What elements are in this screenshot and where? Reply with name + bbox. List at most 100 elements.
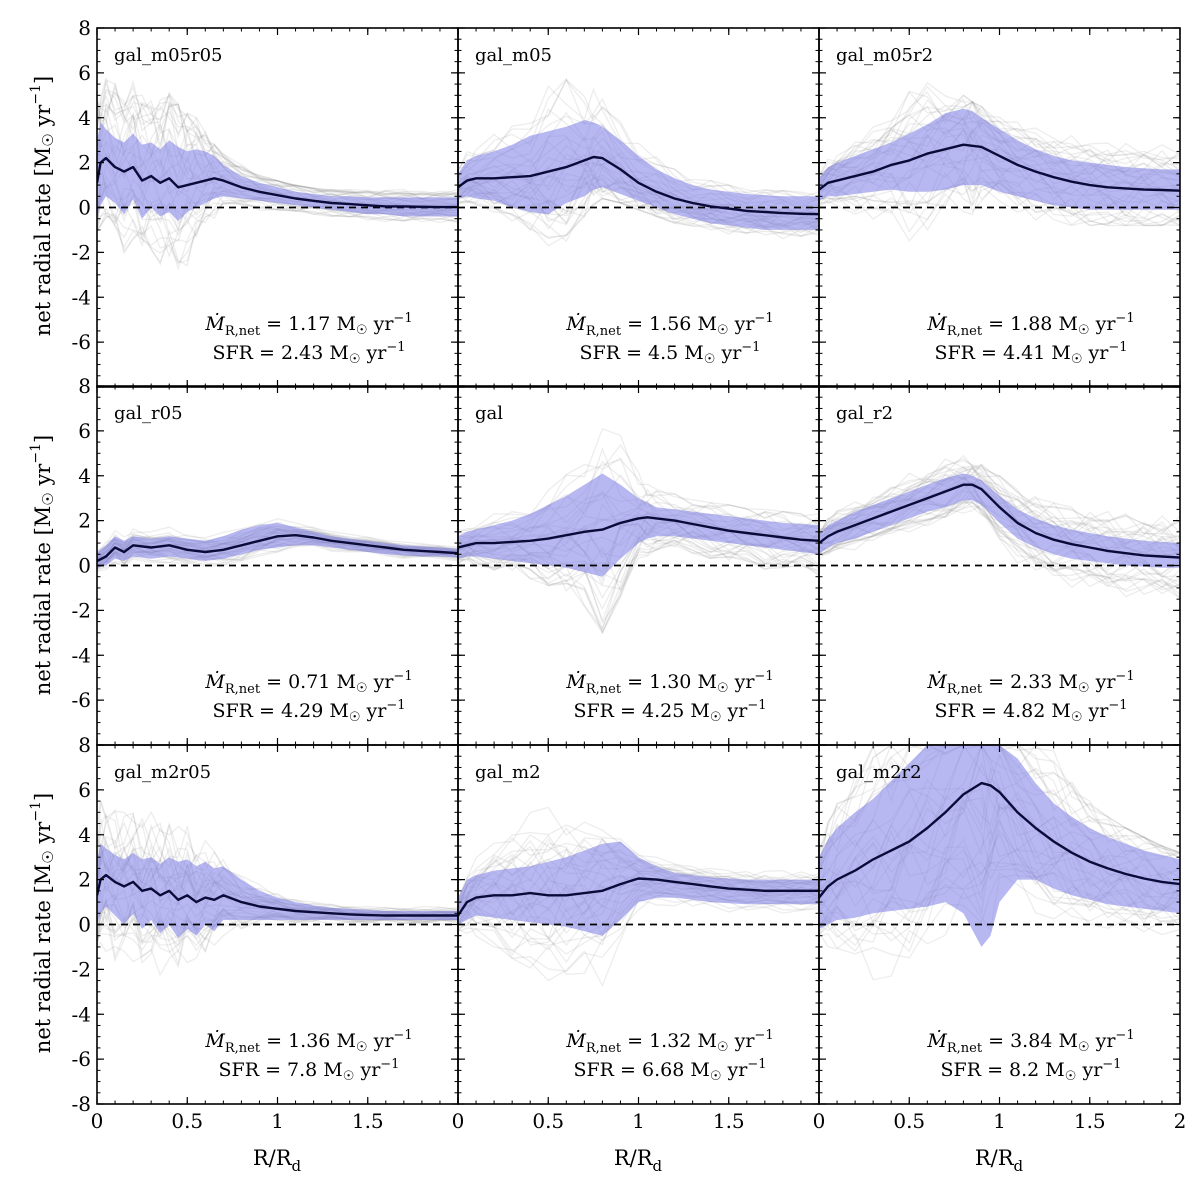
ylabel-row3: net radial rate [M☉ yr−1] (28, 793, 57, 1053)
unit-yr: yr (368, 671, 395, 693)
panel-title: gal (475, 403, 503, 424)
median-line (819, 781, 1180, 899)
scatter-band (97, 522, 458, 568)
mdot-symbol: Ṁ (926, 670, 947, 693)
snapshot-curve (819, 745, 1180, 855)
snapshot-curve (819, 81, 1180, 176)
y-tick-label: 8 (78, 374, 91, 398)
mdot-subscript: R,net (947, 324, 983, 339)
ylabel-close: ] (31, 76, 55, 84)
snapshot-curve (97, 544, 458, 572)
xlabel-sub: d (653, 1157, 663, 1175)
snapshot-curve (458, 824, 819, 902)
mdot-value: = 1.17 (260, 313, 336, 335)
mdot-annotation: ṀR,net = 2.33 M☉ yr−1 (926, 669, 1134, 697)
mdot-value: = 0.71 (260, 671, 336, 693)
mdot-subscript: R,net (225, 682, 261, 697)
y-tick-label: -6 (72, 1047, 91, 1071)
snapshot-curve (97, 800, 458, 911)
unit-sun: ☉ (710, 1069, 722, 1084)
unit-yr: yr (715, 342, 742, 364)
unit-sun: ☉ (717, 681, 729, 696)
snapshot-curve (819, 505, 1180, 595)
mdot-symbol: Ṁ (204, 1029, 225, 1052)
unit-yr: yr (721, 700, 748, 722)
x-tick-label: 0 (813, 1109, 826, 1133)
panel-plot-area (458, 427, 819, 635)
y-tick-label: -6 (72, 688, 91, 712)
mdot-symbol: Ṁ (926, 1029, 947, 1052)
unit-exp: −1 (1108, 340, 1127, 355)
y-tick-label: 4 (78, 106, 91, 130)
y-tick-label: 0 (78, 554, 91, 578)
unit-exp: −1 (393, 1028, 412, 1043)
svg-text:net radial rate [M☉ yr−1]: net radial rate [M☉ yr−1] (28, 76, 57, 336)
snapshot-curve (458, 78, 819, 197)
snapshot-curve (458, 539, 819, 630)
sfr-annotation: SFR = 6.68 M☉ yr−1 (573, 1057, 766, 1084)
unit-m: M (697, 1030, 716, 1052)
unit-m: M (697, 313, 716, 335)
snapshot-curve (97, 801, 458, 912)
unit-yr: yr (368, 313, 395, 335)
ylabel-exp: −1 (28, 84, 44, 105)
snapshot-curve (458, 894, 819, 975)
scatter-band (458, 473, 819, 577)
mdot-annotation: ṀR,net = 1.17 M☉ yr−1 (204, 311, 412, 339)
snapshot-curve (97, 194, 458, 271)
snapshot-curve (819, 466, 1180, 538)
unit-sun: ☉ (1078, 323, 1090, 338)
svg-text:net radial rate [M☉ yr−1]: net radial rate [M☉ yr−1] (28, 435, 57, 695)
axis-ticks (818, 27, 1181, 388)
snapshot-curve (97, 202, 458, 265)
snapshot-curve (458, 427, 819, 532)
mdot-subscript: R,net (225, 324, 261, 339)
mdot-value: = 1.30 (621, 671, 697, 693)
unit-m: M (684, 342, 703, 364)
panel-title: gal_m05r05 (114, 45, 223, 66)
xlabel-sub: d (292, 1157, 302, 1175)
snapshot-curve (819, 745, 1180, 872)
mdot-value: = 1.88 (982, 313, 1058, 335)
snapshot-curve (458, 197, 819, 247)
unit-sun: ☉ (356, 1040, 368, 1055)
unit-sun: ☉ (349, 352, 361, 367)
snapshot-curve (819, 458, 1180, 536)
median-line (819, 143, 1180, 192)
panel-plot-area (819, 81, 1180, 242)
snapshot-curve (97, 80, 458, 196)
mdot-subscript: R,net (947, 1041, 983, 1056)
y-tick-label: -8 (72, 1092, 91, 1116)
x-tick-label: 1 (271, 1109, 284, 1133)
mdot-value: = 1.36 (260, 1030, 336, 1052)
snapshot-curve (819, 502, 1180, 591)
snapshot-curve (97, 89, 458, 196)
panel-plot-area (819, 454, 1180, 599)
ylabel-sun: ☉ (39, 133, 57, 146)
panel-plot-area (97, 78, 458, 271)
sfr-value: SFR = 4.29 (212, 700, 329, 722)
sfr-annotation: SFR = 4.25 M☉ yr−1 (573, 698, 766, 725)
mdot-annotation: ṀR,net = 0.71 M☉ yr−1 (204, 669, 412, 697)
unit-m: M (329, 342, 348, 364)
mdot-symbol: Ṁ (204, 670, 225, 693)
y-tick-label: -6 (72, 330, 91, 354)
unit-sun: ☉ (1078, 1040, 1090, 1055)
mdot-symbol: Ṁ (204, 312, 225, 335)
x-tick-label: 1.5 (352, 1109, 384, 1133)
snapshot-curve (97, 90, 458, 196)
mdot-subscript: R,net (586, 682, 622, 697)
median-line (819, 483, 1180, 559)
snapshot-curve (819, 745, 1180, 875)
unit-m: M (690, 1059, 709, 1081)
sfr-annotation: SFR = 4.5 M☉ yr−1 (580, 340, 761, 367)
svg-text:net radial rate [M☉ yr−1]: net radial rate [M☉ yr−1] (28, 793, 57, 1053)
mdot-annotation: ṀR,net = 1.32 M☉ yr−1 (565, 1028, 773, 1056)
unit-m: M (1058, 671, 1077, 693)
y-tick-label: -2 (72, 598, 91, 622)
